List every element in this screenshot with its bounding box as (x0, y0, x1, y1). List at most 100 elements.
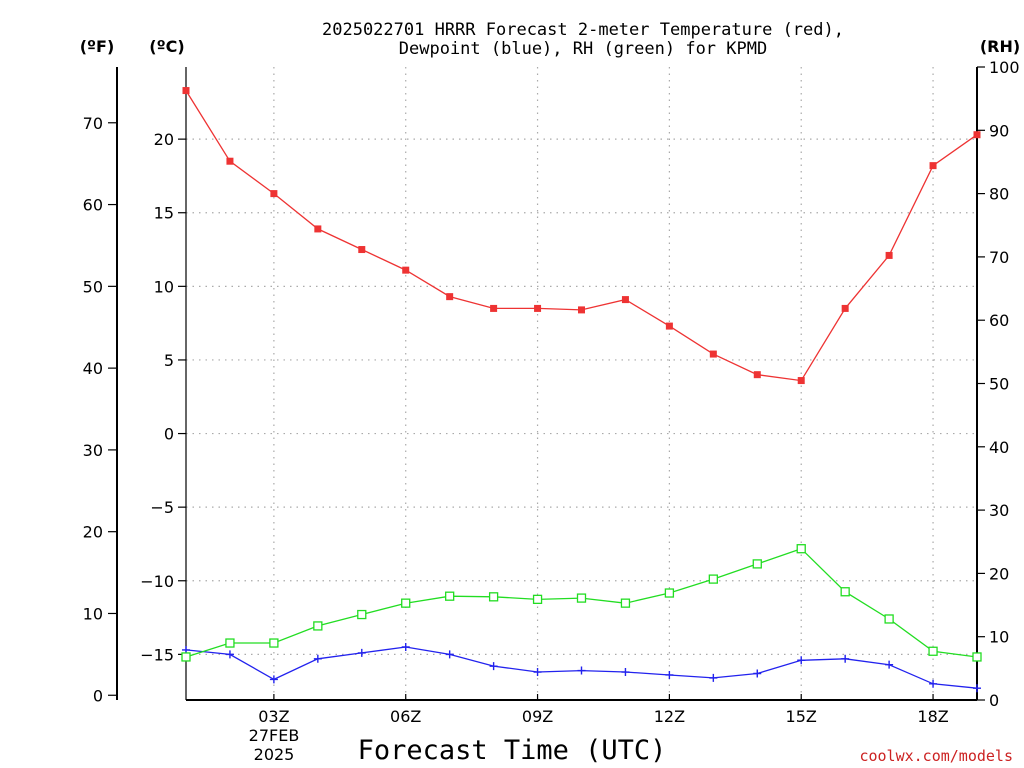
x-tick-label: 03Z (258, 707, 289, 726)
celsius-tick-label: 15 (154, 204, 174, 223)
rh-tick-label: 10 (989, 628, 1009, 647)
rh-point (884, 614, 894, 624)
rh-point (708, 574, 718, 584)
rh-point (269, 638, 279, 648)
grid-lines (186, 67, 977, 700)
x-tick-label: 06Z (390, 707, 421, 726)
dewpoint-point (225, 650, 234, 659)
dewpoint-point (929, 679, 938, 688)
dewpoint-point (841, 654, 850, 663)
temperature-point (621, 296, 629, 304)
dewpoint-point (973, 684, 981, 693)
temperature-point (797, 377, 805, 385)
celsius-tick-label: −10 (140, 572, 174, 591)
dewpoint-point (577, 666, 586, 675)
rh-point (664, 588, 675, 598)
rh-point (313, 621, 323, 631)
temperature-point (753, 371, 761, 379)
rh-point (401, 598, 411, 608)
celsius-tick-label: −5 (150, 498, 174, 517)
celsius-tick-label: 20 (154, 130, 174, 149)
temperature-point (358, 246, 366, 254)
dewpoint-point (269, 675, 278, 684)
source-credit: coolwx.com/models (859, 747, 1013, 765)
dewpoint-point (401, 643, 410, 652)
rh-point (225, 638, 235, 648)
x-tick-label: 12Z (654, 707, 685, 726)
celsius-tick-label: −15 (140, 645, 174, 664)
rh-series (181, 544, 982, 662)
celsius-tick-label: 10 (154, 277, 174, 296)
temperature-point (490, 304, 498, 312)
chart-title-line-2: Dewpoint (blue), RH (green) for KPMD (399, 39, 767, 59)
dewpoint-point (445, 650, 454, 659)
temperature-point (929, 162, 937, 170)
fahrenheit-tick-label: 70 (83, 114, 103, 133)
rh-tick-label: 30 (989, 501, 1009, 520)
rh-point (181, 652, 191, 662)
temperature-series (182, 87, 981, 385)
date-label-year: 2025 (254, 745, 295, 764)
rh-tick-label: 20 (989, 564, 1009, 583)
rh-tick-label: 0 (989, 691, 999, 710)
dewpoint-point (709, 673, 718, 682)
temperature-point (841, 304, 849, 312)
rh-point (532, 594, 543, 605)
temperature-point (446, 293, 454, 301)
rh-point (357, 609, 367, 620)
rh-point (576, 593, 587, 603)
x-tick-label: 18Z (917, 707, 948, 726)
fahrenheit-tick-label: 60 (83, 196, 103, 215)
rh-point (445, 591, 455, 601)
dewpoint-point (885, 660, 894, 669)
fahrenheit-tick-label: 50 (83, 277, 103, 296)
rh-line (185, 547, 978, 658)
rh-point (620, 598, 631, 608)
temperature-point (270, 190, 278, 198)
x-tick-label: 15Z (786, 707, 817, 726)
temperature-point (885, 251, 893, 259)
temperature-point (578, 306, 585, 314)
rh-point (796, 544, 806, 554)
celsius-tick-label: 0 (164, 425, 174, 444)
fahrenheit-tick-label: 0 (93, 686, 103, 705)
fahrenheit-tick-label: 30 (83, 441, 103, 460)
rh-unit-label: (RH) (980, 37, 1020, 56)
dewpoint-point (797, 656, 806, 665)
dewpoint-point (753, 669, 762, 678)
rh-point (840, 587, 850, 597)
fahrenheit-tick-label: 40 (83, 359, 103, 378)
temperature-point (182, 87, 190, 95)
chart-title-line-1: 2025022701 HRRR Forecast 2-meter Tempera… (322, 20, 844, 40)
rh-point (972, 652, 982, 662)
celsius-tick-label: 5 (164, 351, 174, 370)
dewpoint-point (489, 662, 498, 671)
temperature-line (185, 90, 978, 382)
dewpoint-point (533, 668, 542, 677)
dewpoint-point (313, 654, 322, 663)
rh-tick-label: 100 (989, 58, 1020, 77)
rh-point (928, 646, 938, 656)
temperature-point (665, 322, 673, 330)
temperature-point (973, 131, 981, 139)
temperature-point (709, 350, 717, 358)
rh-tick-label: 80 (989, 185, 1009, 204)
rh-tick-label: 90 (989, 121, 1009, 140)
rh-tick-label: 60 (989, 311, 1009, 330)
series-layer (181, 87, 982, 693)
fahrenheit-unit-label: (ºF) (80, 37, 115, 56)
rh-point (752, 559, 762, 569)
x-axis-title: Forecast Time (UTC) (358, 735, 667, 766)
rh-tick-label: 70 (989, 248, 1009, 267)
axes: 03Z 06Z 09Z 12Z 15Z 18Z −15 −10 −5 0 5 10 15 20 0 10 20 3… (83, 58, 1020, 726)
temperature-point (534, 304, 542, 312)
dewpoint-series (182, 643, 981, 693)
temperature-point (314, 225, 322, 233)
x-tick-label: 09Z (522, 707, 553, 726)
dewpoint-point (357, 648, 366, 657)
dewpoint-point (665, 670, 674, 679)
temperature-point (402, 266, 410, 274)
celsius-unit-label: (ºC) (149, 37, 184, 56)
temperature-point (226, 157, 234, 165)
